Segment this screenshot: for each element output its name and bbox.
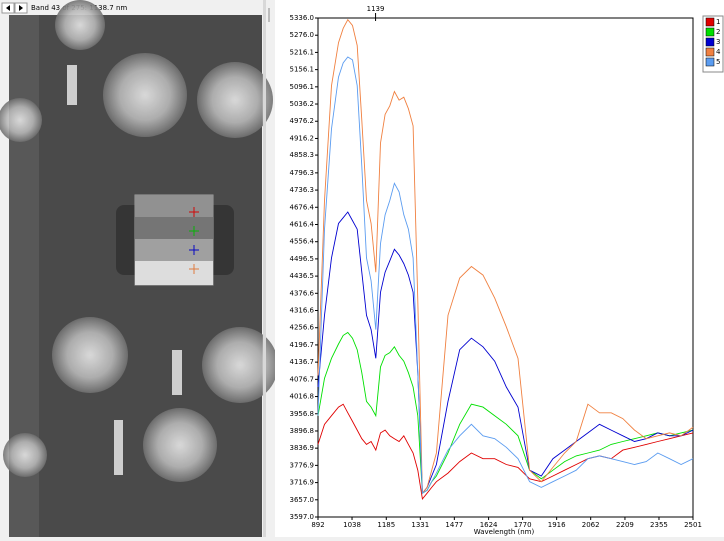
y-tick-label: 3597.0 bbox=[290, 513, 315, 521]
y-tick-label: 5156.1 bbox=[290, 66, 315, 74]
page: Band 43 of 275: 1138.7 nm Wavelength (nm… bbox=[0, 0, 724, 537]
y-tick-label: 3716.9 bbox=[290, 479, 315, 487]
legend-swatch bbox=[706, 48, 714, 56]
y-tick-label: 4556.4 bbox=[290, 238, 315, 246]
y-tick-label: 4916.2 bbox=[290, 134, 315, 142]
y-tick-label: 3776.9 bbox=[290, 461, 315, 469]
legend-swatch bbox=[706, 38, 714, 46]
legend-label: 1 bbox=[716, 18, 720, 26]
y-tick-label: 5336.0 bbox=[290, 14, 315, 22]
y-tick-label: 4858.3 bbox=[290, 151, 315, 159]
y-tick-label: 3956.8 bbox=[290, 410, 315, 418]
legend-swatch bbox=[706, 18, 714, 26]
x-tick-label: 1185 bbox=[377, 521, 395, 529]
y-tick-label: 4316.6 bbox=[290, 307, 315, 315]
x-tick-label: 2501 bbox=[684, 521, 702, 529]
cursor-label: 1139 bbox=[367, 5, 385, 13]
y-tick-label: 4136.7 bbox=[290, 358, 315, 366]
y-tick-label: 4496.5 bbox=[290, 255, 315, 263]
y-tick-label: 4076.7 bbox=[290, 375, 315, 383]
y-tick-label: 5276.0 bbox=[290, 31, 315, 39]
y-tick-label: 4016.8 bbox=[290, 393, 315, 401]
x-tick-label: 1770 bbox=[514, 521, 532, 529]
y-tick-label: 4436.5 bbox=[290, 272, 315, 280]
y-tick-label: 4736.3 bbox=[290, 186, 315, 194]
y-tick-label: 4616.4 bbox=[290, 220, 315, 228]
plot-area bbox=[318, 18, 693, 517]
y-tick-label: 5216.1 bbox=[290, 48, 315, 56]
y-tick-label: 4796.3 bbox=[290, 169, 315, 177]
x-tick-label: 1624 bbox=[480, 521, 498, 529]
y-tick-label: 3896.8 bbox=[290, 427, 315, 435]
legend-label: 5 bbox=[716, 58, 720, 66]
legend-label: 3 bbox=[716, 38, 720, 46]
y-tick-label: 4676.4 bbox=[290, 203, 315, 211]
x-axis-label: Wavelength (nm) bbox=[474, 528, 535, 536]
x-tick-label: 892 bbox=[311, 521, 324, 529]
window: Band 43 of 275: 1138.7 nm Wavelength (nm… bbox=[0, 0, 724, 537]
y-tick-label: 5096.1 bbox=[290, 83, 315, 91]
legend-swatch bbox=[706, 28, 714, 36]
x-tick-label: 1038 bbox=[343, 521, 361, 529]
y-tick-label: 3836.9 bbox=[290, 444, 315, 452]
y-tick-label: 4976.2 bbox=[290, 117, 315, 125]
x-tick-label: 1331 bbox=[411, 521, 429, 529]
x-tick-label: 2062 bbox=[582, 521, 600, 529]
y-tick-label: 5036.2 bbox=[290, 100, 315, 108]
x-tick-label: 2209 bbox=[616, 521, 634, 529]
x-tick-label: 1477 bbox=[445, 521, 463, 529]
y-tick-label: 3657.0 bbox=[290, 496, 315, 504]
x-tick-label: 1916 bbox=[548, 521, 566, 529]
y-tick-label: 4256.6 bbox=[290, 324, 315, 332]
x-tick-label: 2355 bbox=[650, 521, 668, 529]
splitter[interactable] bbox=[263, 0, 266, 537]
legend-swatch bbox=[706, 58, 714, 66]
y-tick-label: 4196.7 bbox=[290, 341, 315, 349]
legend-label: 2 bbox=[716, 28, 720, 36]
y-tick-label: 4376.6 bbox=[290, 289, 315, 297]
legend-label: 4 bbox=[716, 48, 721, 56]
